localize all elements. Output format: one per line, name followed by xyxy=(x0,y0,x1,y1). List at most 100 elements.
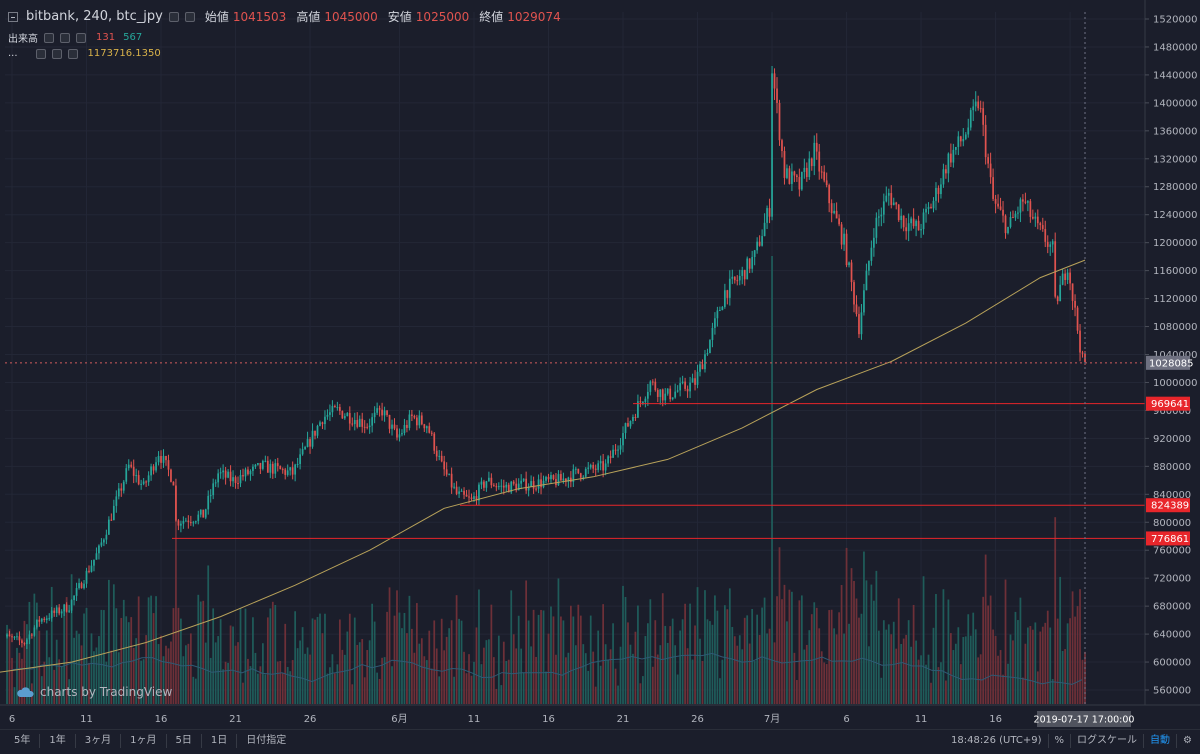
candle-body xyxy=(247,469,249,475)
volume-bar xyxy=(733,636,736,704)
volume-bar xyxy=(905,634,908,704)
symbol-title[interactable]: bitbank, 240, btc_jpy xyxy=(26,9,163,24)
volume-bar xyxy=(706,619,709,704)
volume-bar xyxy=(684,603,686,704)
candle-body xyxy=(1071,283,1074,301)
candle-body xyxy=(733,276,736,281)
date-range-button[interactable]: 日付指定 xyxy=(246,734,287,746)
volume-bar xyxy=(239,608,242,704)
candle-body xyxy=(917,220,920,231)
volume-bar xyxy=(130,617,133,704)
volume-bar xyxy=(669,626,672,704)
volume-bar xyxy=(132,647,135,704)
volume-bar xyxy=(629,644,632,704)
candle-body xyxy=(311,430,314,447)
candle-body xyxy=(23,643,26,645)
percent-toggle[interactable]: % xyxy=(1054,734,1065,746)
candle-body xyxy=(656,390,659,397)
volume-bar xyxy=(463,651,465,704)
time-axis[interactable]: 6111621266月111621267月61116212019-07-17 1… xyxy=(0,704,1200,729)
price-tick-label: 1040000 xyxy=(1153,350,1198,361)
close-icon[interactable] xyxy=(67,48,78,59)
candle-body xyxy=(562,478,565,481)
timeframe-3m[interactable]: 3ヶ月 xyxy=(76,733,122,748)
volume-bar xyxy=(316,616,319,704)
timeframe-5y[interactable]: 5年 xyxy=(0,733,41,748)
price-tick-label: 640000 xyxy=(1153,630,1191,641)
candle-body xyxy=(880,214,883,217)
volume-bar xyxy=(497,635,500,704)
timeframe-5d[interactable]: 5日 xyxy=(167,733,202,748)
volume-bar xyxy=(455,595,458,704)
settings-icon[interactable] xyxy=(184,11,195,22)
volume-bar xyxy=(1066,623,1069,704)
candle-body xyxy=(463,490,465,495)
volume-bar xyxy=(542,610,545,704)
candle-body xyxy=(858,314,860,335)
timeframe-1d[interactable]: 1日 xyxy=(202,733,238,748)
candle-body xyxy=(676,390,679,392)
volume-bar xyxy=(704,590,706,704)
candle-body xyxy=(617,449,619,451)
collapse-icon[interactable] xyxy=(8,11,18,22)
candle-body xyxy=(686,388,689,392)
candle-body xyxy=(363,426,366,428)
volume-bar xyxy=(142,659,145,704)
candle-body xyxy=(843,233,845,245)
volume-bar xyxy=(646,623,649,704)
volume-bar xyxy=(157,644,160,704)
auto-scale-toggle[interactable]: 自動 xyxy=(1150,734,1171,746)
candle-body xyxy=(800,171,803,190)
gear-icon[interactable]: ⚙ xyxy=(1183,734,1192,746)
price-tick-label: 1240000 xyxy=(1153,210,1198,221)
volume-bar xyxy=(696,587,699,704)
timeframe-1y[interactable]: 1年 xyxy=(40,733,76,748)
candle-body xyxy=(887,193,890,196)
close-icon[interactable] xyxy=(76,32,86,43)
settings-icon[interactable] xyxy=(51,48,62,59)
candle-body xyxy=(438,455,441,457)
volume-bar xyxy=(719,678,721,704)
volume-bar xyxy=(865,580,868,704)
volume-bar xyxy=(23,620,26,704)
volume-bar xyxy=(552,616,555,704)
candle-body xyxy=(324,416,326,425)
candle-body xyxy=(155,462,157,471)
candle-body xyxy=(440,455,443,462)
volume-bar xyxy=(632,653,634,704)
log-scale-toggle[interactable]: ログスケール xyxy=(1077,734,1138,746)
low-value: 1025000 xyxy=(415,9,470,24)
visibility-icon[interactable] xyxy=(44,32,54,43)
volume-bar xyxy=(671,618,674,704)
candle-body xyxy=(967,127,970,135)
volume-bar xyxy=(289,671,292,704)
candle-body xyxy=(649,381,652,392)
candle-body xyxy=(699,364,701,372)
candle-body xyxy=(940,184,942,195)
volume-bar xyxy=(644,636,647,704)
timeframe-1m[interactable]: 1ヶ月 xyxy=(121,733,167,748)
candle-body xyxy=(753,250,756,258)
horizontal-levels[interactable] xyxy=(172,403,1145,539)
volume-bar xyxy=(356,644,359,704)
volume-bar xyxy=(818,628,821,704)
volume-bar xyxy=(714,595,716,704)
candle-body xyxy=(170,469,172,482)
price-tick-label: 1400000 xyxy=(1153,98,1198,109)
visibility-icon[interactable] xyxy=(168,11,179,22)
candle-body xyxy=(920,229,922,231)
tradingview-watermark[interactable]: charts by TradingView xyxy=(16,685,172,699)
ma-value: 1173716.1350 xyxy=(87,48,161,59)
candle-body xyxy=(574,468,577,470)
candle-body xyxy=(346,413,349,417)
settings-icon[interactable] xyxy=(60,32,70,43)
volume-bar xyxy=(234,645,237,704)
candle-body xyxy=(1066,272,1069,280)
visibility-icon[interactable] xyxy=(35,48,46,59)
candle-body xyxy=(445,469,448,475)
candle-body xyxy=(1076,307,1079,331)
candle-body xyxy=(224,470,227,478)
price-axis[interactable]: 1520000 1480000 1440000 1400000 1360000 13200… xyxy=(1144,0,1200,714)
